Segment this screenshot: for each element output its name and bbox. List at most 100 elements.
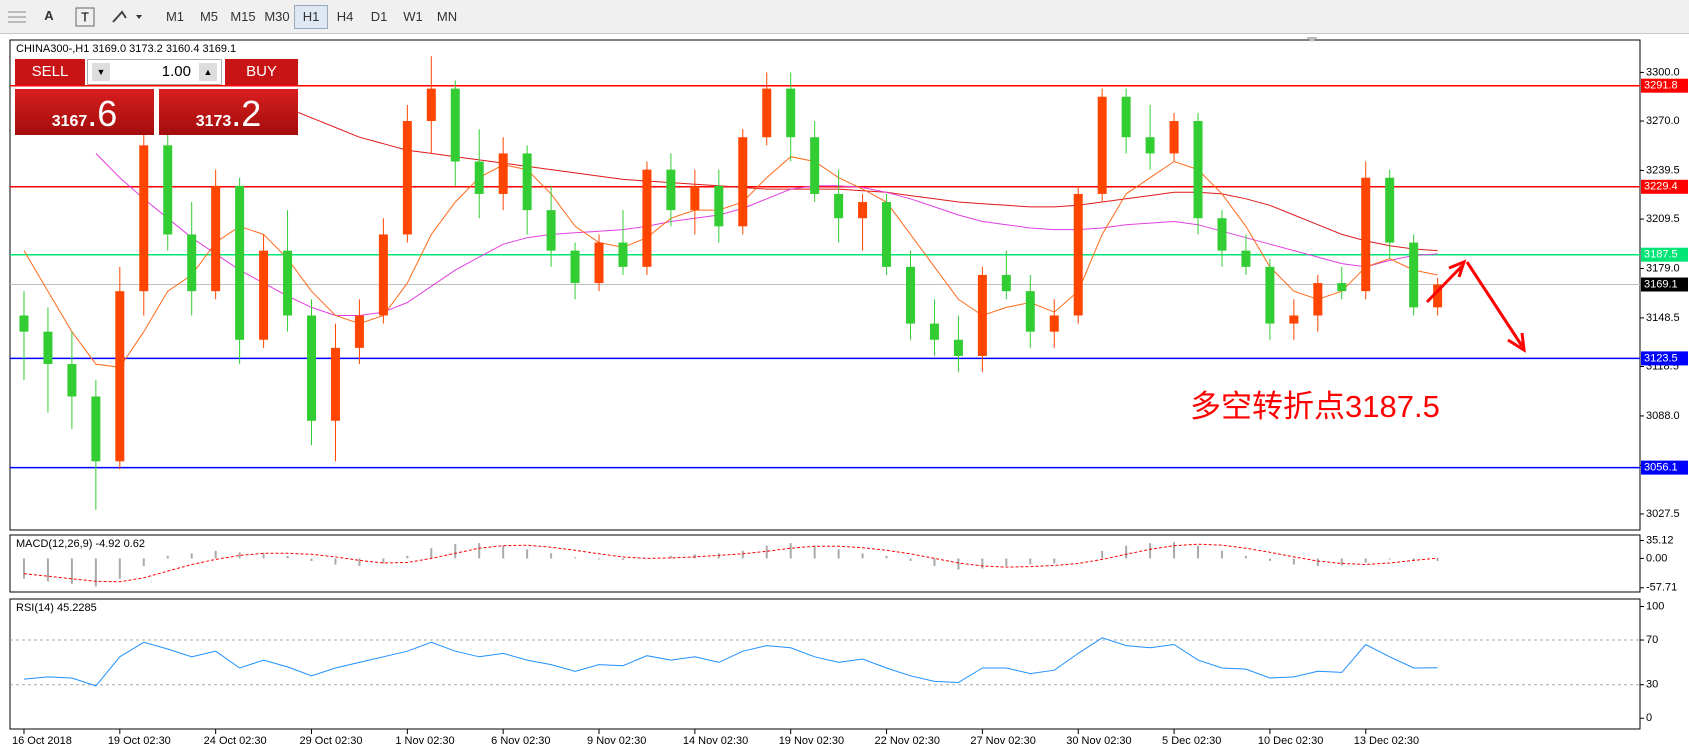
y-tick-label: 100: [1646, 600, 1664, 612]
y-tick-label: 3300.0: [1646, 66, 1680, 78]
period-button[interactable]: M30: [264, 9, 290, 24]
period-button[interactable]: D1: [370, 9, 388, 24]
arrow: [1425, 259, 1526, 353]
candle-body: [187, 234, 197, 292]
y-tick-label: 30: [1646, 679, 1658, 691]
candle-body: [1145, 137, 1155, 154]
candle-body: [1217, 218, 1227, 251]
candle-body: [690, 185, 700, 211]
candle-body: [977, 274, 987, 356]
candle-body: [666, 169, 676, 211]
level-tag: [1641, 460, 1688, 475]
candle-body: [1385, 177, 1395, 243]
candle-body: [330, 347, 340, 421]
candle-body: [1265, 266, 1275, 324]
candle-body: [1241, 250, 1251, 267]
x-tick-label: 1 Nov 02:30: [395, 735, 454, 747]
y-tick-label: 0.00: [1646, 552, 1667, 564]
candle-body: [1433, 284, 1443, 308]
candle-body: [858, 202, 868, 219]
candle-body: [354, 315, 364, 348]
level-label: 3291.8: [1644, 80, 1678, 92]
candle-body: [283, 250, 293, 316]
sell-button[interactable]: SELL: [15, 59, 85, 85]
y-tick-label: 0: [1646, 712, 1652, 724]
buy-button[interactable]: BUY: [225, 59, 298, 85]
candle-body: [953, 339, 963, 356]
candle-body: [259, 250, 269, 340]
period-button[interactable]: H4: [336, 9, 354, 24]
candle-body: [1121, 96, 1131, 138]
candle-body: [307, 315, 316, 421]
candle-body: [810, 137, 820, 194]
candle-body: [1409, 242, 1419, 308]
candle-body: [570, 250, 580, 284]
candle-body: [43, 331, 53, 365]
period-button[interactable]: M1: [165, 9, 185, 24]
candle-body: [929, 323, 939, 340]
text-tool[interactable]: A: [44, 8, 54, 23]
buy-price-main: 3173: [195, 113, 232, 130]
lot-decrease[interactable]: ▼: [92, 63, 110, 81]
level-tag: [1641, 247, 1688, 262]
y-tick-label: 3179.0: [1646, 262, 1680, 274]
buy-price[interactable]: 3173.2: [159, 89, 298, 135]
sell-price[interactable]: 3167.6: [15, 89, 154, 135]
y-tick-label: -57.71: [1646, 582, 1677, 594]
candle-body: [906, 266, 915, 324]
candle-body: [19, 315, 29, 332]
x-tick-label: 29 Oct 02:30: [300, 735, 363, 747]
candle-body: [762, 88, 772, 138]
chart: 3300.03270.03239.53209.53179.03148.53118…: [9, 37, 1688, 747]
candle-body: [834, 193, 844, 219]
grid-icon: [8, 11, 26, 23]
y-tick-label: 3270.0: [1646, 115, 1680, 127]
period-button[interactable]: W1: [403, 9, 423, 24]
lot-increase[interactable]: ▲: [199, 63, 217, 81]
lot-value: 1.00: [161, 63, 191, 80]
level-tag: [1641, 179, 1688, 194]
candle-body: [882, 202, 892, 267]
period-button[interactable]: M5: [199, 9, 219, 24]
candle-body: [163, 145, 173, 235]
buy-price-pips: .2: [231, 93, 262, 134]
x-tick-label: 27 Nov 02:30: [970, 735, 1035, 747]
panel: [9, 598, 1641, 730]
y-tick-label: 3148.5: [1646, 312, 1680, 324]
x-tick-label: 5 Dec 02:30: [1162, 735, 1221, 747]
bid-label: 3169.1: [1644, 278, 1678, 290]
label-tool[interactable]: T: [72, 4, 98, 30]
x-tick-label: 14 Nov 02:30: [683, 735, 748, 747]
candle-body: [378, 234, 388, 316]
candle-body: [642, 169, 652, 267]
x-tick-label: 22 Nov 02:30: [875, 735, 940, 747]
candle-body: [450, 88, 460, 162]
candle-body: [1361, 177, 1371, 292]
panel-title: MACD(12,26,9) -4.92 0.62: [16, 538, 145, 550]
candle-body: [546, 210, 556, 251]
lot-input[interactable]: ▼ 1.00 ▲: [87, 59, 222, 85]
candle-body: [1313, 283, 1323, 316]
panel: [9, 534, 1641, 593]
toolbar: A T M1 M5 M15 M30 H1 H4 D1 W1 MN: [0, 0, 1689, 34]
candle-body: [738, 137, 748, 227]
period-button[interactable]: H1: [294, 5, 328, 29]
candle-body: [1001, 274, 1011, 292]
level-label: 3187.5: [1644, 249, 1678, 261]
candle-body: [1049, 315, 1059, 332]
trade-panel: SELL ▼ 1.00 ▲ BUY 3167.6 3173.2: [15, 59, 298, 136]
period-button[interactable]: MN: [436, 9, 458, 24]
period-button[interactable]: M15: [230, 9, 256, 24]
y-tick-label: 35.12: [1646, 534, 1674, 546]
bid-tag: [1641, 277, 1688, 292]
candle-body: [474, 161, 484, 194]
shapes-tool[interactable]: [108, 4, 148, 30]
candle-body: [1025, 291, 1035, 332]
candle-body: [498, 153, 508, 194]
candle-body: [91, 396, 101, 462]
level-tag: [1641, 78, 1688, 93]
candle-body: [594, 242, 604, 284]
x-tick-label: 6 Nov 02:30: [491, 735, 550, 747]
x-tick-label: 9 Nov 02:30: [587, 735, 646, 747]
